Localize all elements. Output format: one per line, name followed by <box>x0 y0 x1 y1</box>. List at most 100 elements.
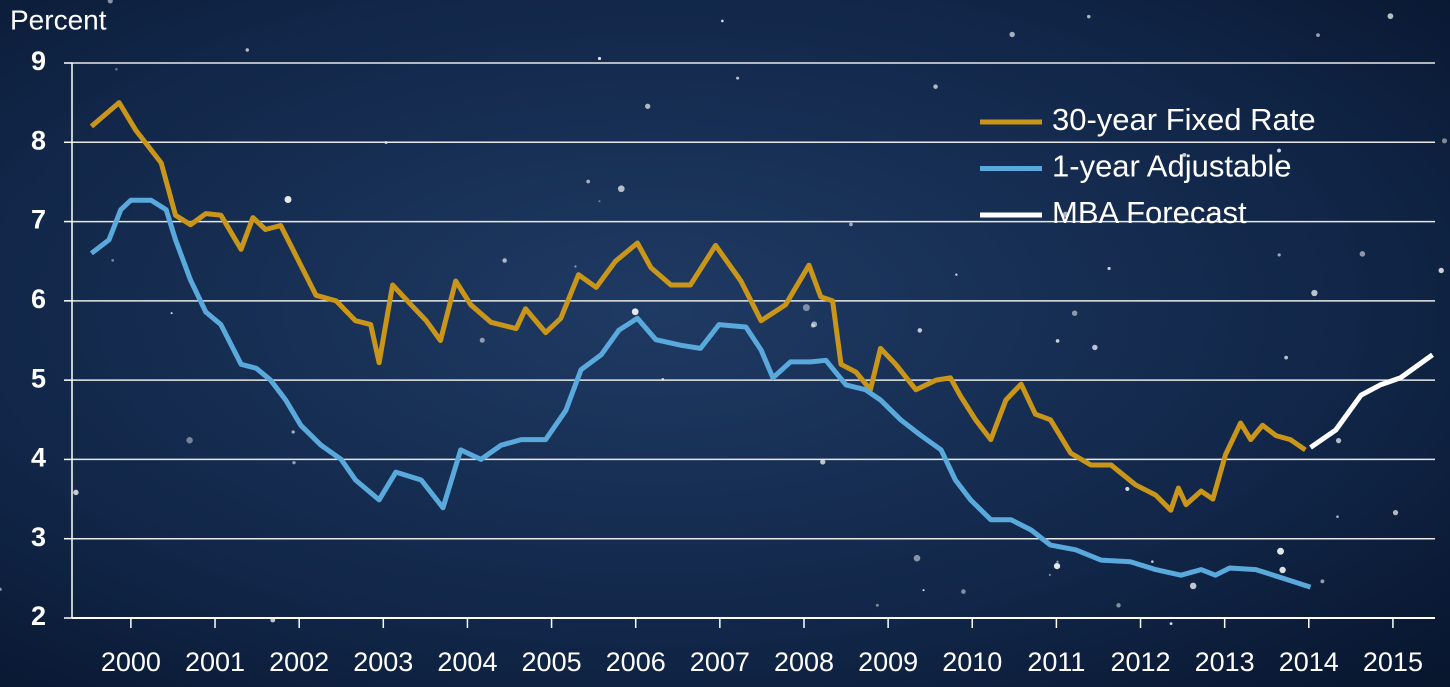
star <box>1053 562 1061 570</box>
legend-label: 30-year Fixed Rate <box>1052 102 1316 137</box>
x-tick-label: 2003 <box>353 647 413 677</box>
legend-label: MBA Forecast <box>1052 195 1247 230</box>
star <box>1335 438 1342 444</box>
star <box>292 460 296 465</box>
star <box>917 328 923 333</box>
star <box>1125 486 1130 492</box>
star <box>933 84 938 89</box>
star <box>736 76 740 80</box>
star <box>1212 211 1216 215</box>
x-tick-label: 2007 <box>690 647 750 677</box>
series-line <box>89 100 1307 513</box>
star <box>1056 560 1059 563</box>
star <box>1284 355 1289 360</box>
star <box>107 0 113 4</box>
x-tick-label: 2009 <box>858 647 918 677</box>
x-tick-label: 2001 <box>185 647 245 677</box>
star <box>1336 515 1339 519</box>
star <box>811 321 818 328</box>
star <box>1055 339 1060 343</box>
star <box>955 273 958 276</box>
star <box>1116 603 1121 608</box>
x-tick-label: 2015 <box>1363 647 1423 677</box>
star <box>1359 251 1366 257</box>
star <box>73 489 79 496</box>
y-tick-label: 8 <box>31 125 46 155</box>
star <box>1151 560 1154 563</box>
star <box>1277 148 1281 153</box>
star <box>111 258 115 262</box>
star <box>245 48 249 52</box>
star <box>1392 509 1399 516</box>
y-tick-label: 5 <box>31 363 46 393</box>
star <box>502 258 507 263</box>
star <box>1279 566 1286 574</box>
star <box>115 68 118 71</box>
series-line <box>89 197 1312 590</box>
star <box>1387 13 1394 20</box>
star <box>617 185 625 193</box>
star <box>1316 33 1320 38</box>
legend-label: 1-year Adjustable <box>1052 149 1292 184</box>
x-tick-label: 2012 <box>1110 647 1170 677</box>
y-tick-label: 7 <box>31 205 46 235</box>
star <box>291 430 295 434</box>
star <box>961 589 966 594</box>
star <box>1009 31 1015 38</box>
star <box>875 603 879 607</box>
star <box>0 587 2 592</box>
star <box>170 312 173 315</box>
y-tick-label: 2 <box>31 601 46 631</box>
star <box>631 308 639 316</box>
star <box>645 103 651 109</box>
x-tick-label: 2005 <box>522 647 582 677</box>
y-tick-label: 3 <box>31 522 46 552</box>
star <box>1062 211 1069 218</box>
star <box>913 554 921 562</box>
star <box>1107 266 1111 271</box>
x-tick-label: 2014 <box>1279 647 1339 677</box>
star <box>284 196 292 203</box>
star <box>802 304 810 312</box>
y-tick-label: 9 <box>31 46 46 76</box>
star <box>849 222 853 227</box>
star <box>1311 289 1318 297</box>
star <box>1071 310 1078 316</box>
star <box>1087 14 1091 19</box>
plot: 2 3 4 5 6 7 8 9 2000 2001 2002 2003 2004 2005 2006 2007… <box>31 46 1435 677</box>
star <box>574 265 577 268</box>
y-tick-label: 6 <box>31 284 46 314</box>
star <box>1102 175 1105 178</box>
y-axis-title: Percent <box>10 4 107 35</box>
star <box>1438 267 1444 274</box>
star <box>820 459 826 465</box>
star <box>922 589 925 592</box>
star <box>479 337 485 343</box>
x-tick-label: 2010 <box>942 647 1002 677</box>
stars <box>0 0 1448 625</box>
star <box>1048 573 1051 576</box>
star <box>186 436 193 444</box>
x-tick-label: 2004 <box>437 647 497 677</box>
x-tick-label: 2013 <box>1195 647 1255 677</box>
star <box>1277 253 1281 257</box>
star <box>1189 582 1197 590</box>
x-tick-label: 2006 <box>606 647 666 677</box>
x-tick-label: 2011 <box>1027 647 1085 677</box>
y-tick-label: 4 <box>31 443 46 473</box>
star <box>1277 547 1285 555</box>
star <box>586 179 591 184</box>
star <box>1092 344 1098 351</box>
x-tick-label: 2008 <box>774 647 834 677</box>
x-tick-label: 2002 <box>269 647 329 677</box>
star <box>1441 138 1448 144</box>
star <box>597 56 602 61</box>
series-line <box>1309 352 1434 450</box>
star <box>598 200 601 203</box>
star <box>1169 622 1173 625</box>
star <box>1182 152 1187 157</box>
x-tick-label: 2000 <box>101 647 161 677</box>
star <box>1320 579 1325 584</box>
star <box>721 19 724 23</box>
